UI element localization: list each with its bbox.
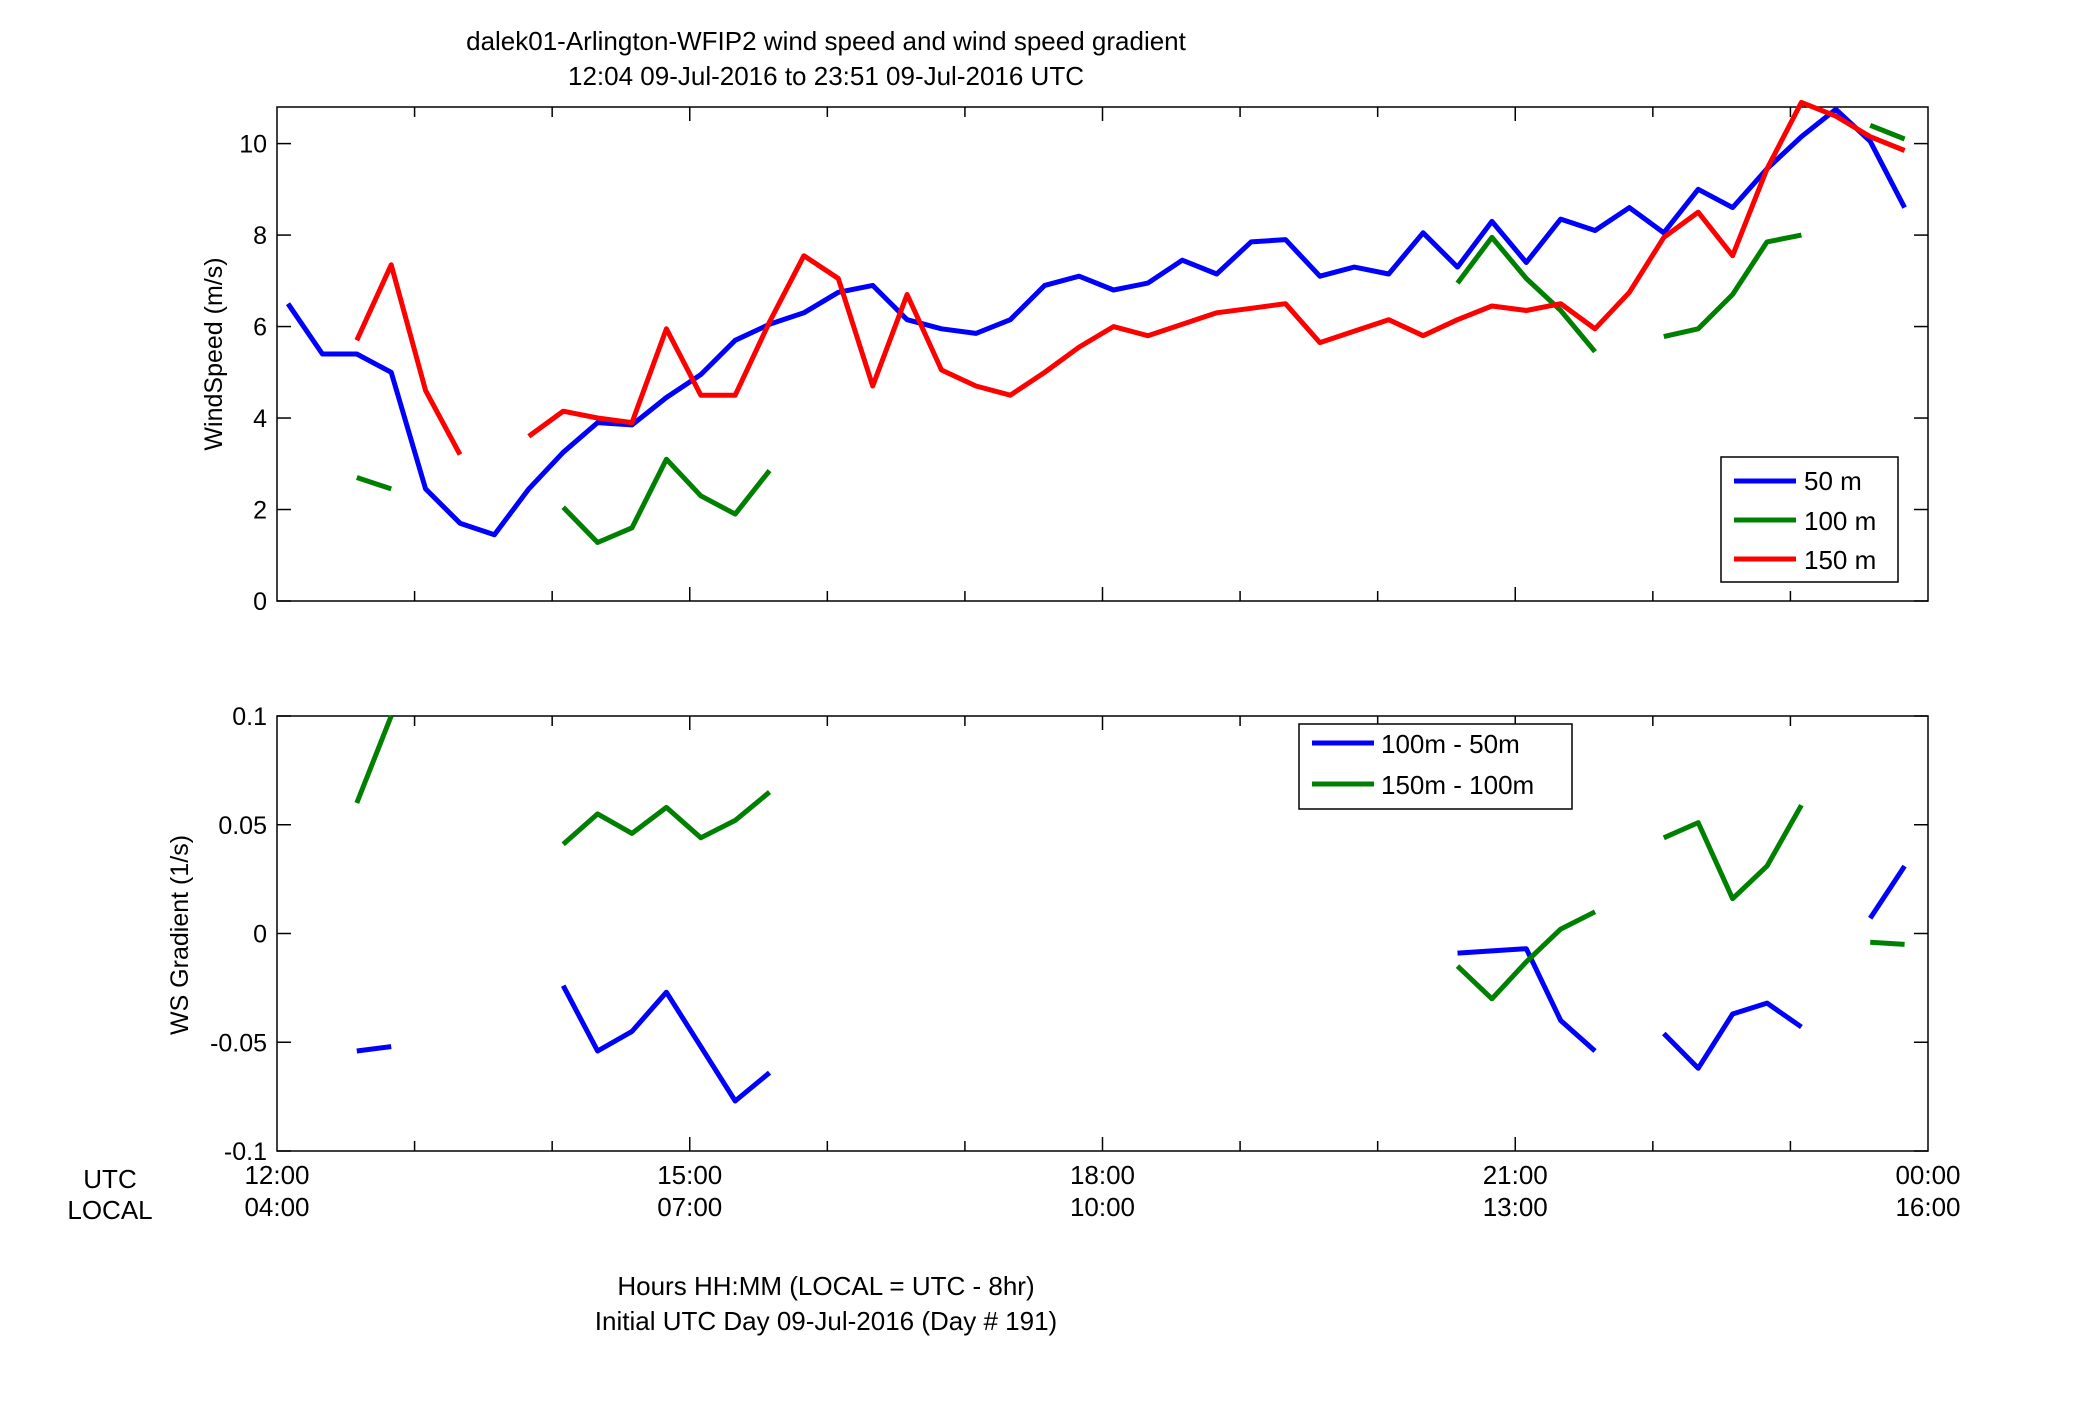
x-axis-caption-line1: Hours HH:MM (LOCAL = UTC - 8hr) bbox=[617, 1271, 1034, 1301]
gradient-series-150m-100m-segment-1 bbox=[561, 790, 772, 847]
gradient-series-100m-50m-segment-0 bbox=[356, 1044, 392, 1054]
wind-speed-panel: 0 2 4 6 8 10 WindSpeed (m/s) 50 m 100 m 150 m bbox=[200, 99, 1929, 616]
wind-speed-x-ticks bbox=[413, 107, 1792, 601]
gradient-series-150m-100m-segment-4 bbox=[1870, 939, 1905, 947]
gradient-plot-area bbox=[276, 715, 1929, 1152]
local-time-label: 10:00 bbox=[1070, 1192, 1135, 1222]
wind-speed-series bbox=[285, 99, 1907, 545]
gradient-legend: 100m - 50m 150m - 100m bbox=[1298, 723, 1573, 810]
wind-speed-y-ticks: 0 2 4 6 8 10 bbox=[239, 131, 1928, 616]
wind-speed-series-100-m-segment-0 bbox=[356, 475, 392, 492]
legend-label-50m: 50 m bbox=[1804, 466, 1862, 496]
wind-speed-series-100-m-segment-4 bbox=[1869, 122, 1906, 142]
gradient-series-150m-100m-segment-3 bbox=[1662, 803, 1804, 902]
utc-row-label: UTC bbox=[83, 1164, 136, 1194]
gradient-y-tick-label: -0.1 bbox=[224, 1138, 267, 1166]
utc-time-label: 12:00 bbox=[244, 1160, 309, 1190]
wind-speed-y-axis-label: WindSpeed (m/s) bbox=[200, 257, 228, 450]
gradient-panel: -0.1 -0.05 0 0.05 0.1 WS Gradient (1/s) 100m… bbox=[166, 703, 1929, 1166]
wind-speed-y-tick-label: 0 bbox=[253, 588, 267, 616]
gradient-series-100m-50m-segment-4 bbox=[1868, 864, 1907, 920]
wind-speed-y-tick-label: 8 bbox=[253, 222, 267, 250]
gradient-x-ticks bbox=[413, 716, 1792, 1151]
utc-time-label: 21:00 bbox=[1483, 1160, 1548, 1190]
legend-label-100m-50m: 100m - 50m bbox=[1381, 729, 1520, 759]
gradient-series-100m-50m-segment-2 bbox=[1457, 946, 1597, 1053]
wind-speed-series-50-m-segment-0 bbox=[285, 106, 1907, 538]
wind-speed-y-tick-label: 4 bbox=[253, 405, 267, 433]
wind-speed-legend: 50 m 100 m 150 m bbox=[1720, 456, 1899, 583]
gradient-y-tick-label: 0 bbox=[253, 921, 267, 949]
gradient-y-tick-label: 0.1 bbox=[232, 703, 267, 731]
wind-speed-plot-area bbox=[276, 106, 1929, 602]
local-time-label: 04:00 bbox=[244, 1192, 309, 1222]
wind-speed-series-100-m-segment-1 bbox=[561, 456, 772, 545]
gradient-y-ticks: -0.1 -0.05 0 0.05 0.1 bbox=[210, 703, 1928, 1166]
utc-time-label: 18:00 bbox=[1070, 1160, 1135, 1190]
legend-label-150m: 150 m bbox=[1804, 545, 1876, 575]
gradient-series-100m-50m-segment-1 bbox=[560, 984, 772, 1104]
figure-title-line2: 12:04 09-Jul-2016 to 23:51 09-Jul-2016 U… bbox=[568, 61, 1084, 91]
gradient-series bbox=[354, 715, 1907, 1104]
wind-speed-series-150-m-segment-0 bbox=[354, 262, 463, 456]
wind-speed-y-tick-label: 6 bbox=[253, 314, 267, 342]
local-time-label: 16:00 bbox=[1895, 1192, 1960, 1222]
gradient-series-150m-100m-segment-2 bbox=[1455, 909, 1597, 1002]
legend-label-150m-100m: 150m - 100m bbox=[1381, 770, 1534, 800]
utc-time-label: 00:00 bbox=[1895, 1160, 1960, 1190]
gradient-series-100m-50m-segment-3 bbox=[1662, 1000, 1803, 1071]
wind-speed-series-100-m-segment-2 bbox=[1455, 234, 1597, 354]
wind-speed-y-tick-label: 2 bbox=[253, 497, 267, 525]
wind-speed-series-150-m-segment-1 bbox=[527, 99, 1906, 439]
local-row-label: LOCAL bbox=[67, 1195, 152, 1225]
utc-time-label: 15:00 bbox=[657, 1160, 722, 1190]
gradient-series-150m-100m-segment-0 bbox=[354, 715, 394, 804]
local-time-label: 07:00 bbox=[657, 1192, 722, 1222]
x-axis-caption-line2: Initial UTC Day 09-Jul-2016 (Day # 191) bbox=[595, 1306, 1057, 1336]
wind-speed-y-tick-label: 10 bbox=[239, 131, 267, 159]
local-time-label: 13:00 bbox=[1483, 1192, 1548, 1222]
legend-label-100m: 100 m bbox=[1804, 506, 1876, 536]
gradient-y-tick-label: -0.05 bbox=[210, 1029, 267, 1057]
gradient-y-tick-label: 0.05 bbox=[218, 812, 267, 840]
gradient-y-axis-label: WS Gradient (1/s) bbox=[166, 835, 194, 1035]
wind-speed-series-100-m-segment-3 bbox=[1663, 232, 1802, 340]
figure-title-line1: dalek01-Arlington-WFIP2 wind speed and w… bbox=[466, 26, 1187, 56]
gradient-legend-box bbox=[1298, 723, 1573, 810]
